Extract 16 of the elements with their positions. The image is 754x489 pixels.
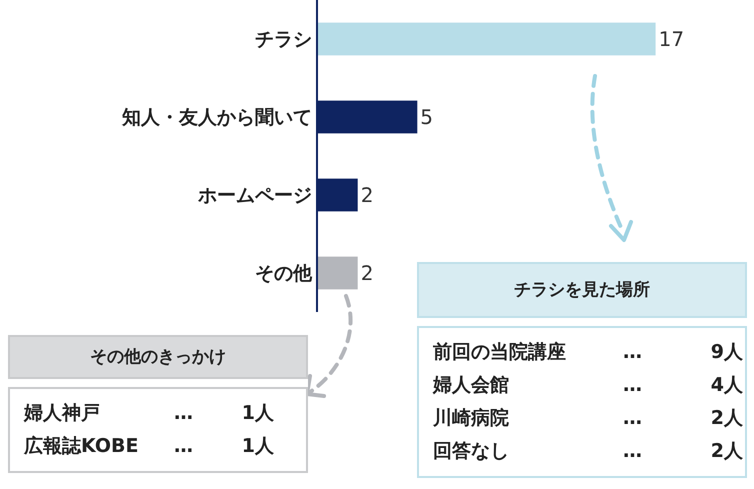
text: 川崎病院 … 2人 xyxy=(433,407,743,429)
y-tick-label: その他 xyxy=(255,262,314,285)
text: 婦人会館 … 4人 xyxy=(433,374,743,396)
data-label: 2 xyxy=(360,261,374,285)
data-label: 2 xyxy=(360,183,374,207)
data-label: 5 xyxy=(420,105,434,129)
text: 回答なし … 2人 xyxy=(433,440,743,462)
data-label: 17 xyxy=(658,27,684,51)
text: チラシを見た場所 xyxy=(417,262,747,318)
text: 広報誌KOBE … 1人 xyxy=(24,435,274,457)
text: その他のきっかけ xyxy=(8,335,308,379)
y-tick-label: ホームページ xyxy=(197,184,312,207)
y-tick-label: 知人・友人から聞いて xyxy=(121,106,312,129)
text: 婦人神戸 … 1人 xyxy=(24,402,274,424)
text: 前回の当院講座 … 9人 xyxy=(433,341,743,363)
y-tick-label: チラシ xyxy=(255,28,312,51)
